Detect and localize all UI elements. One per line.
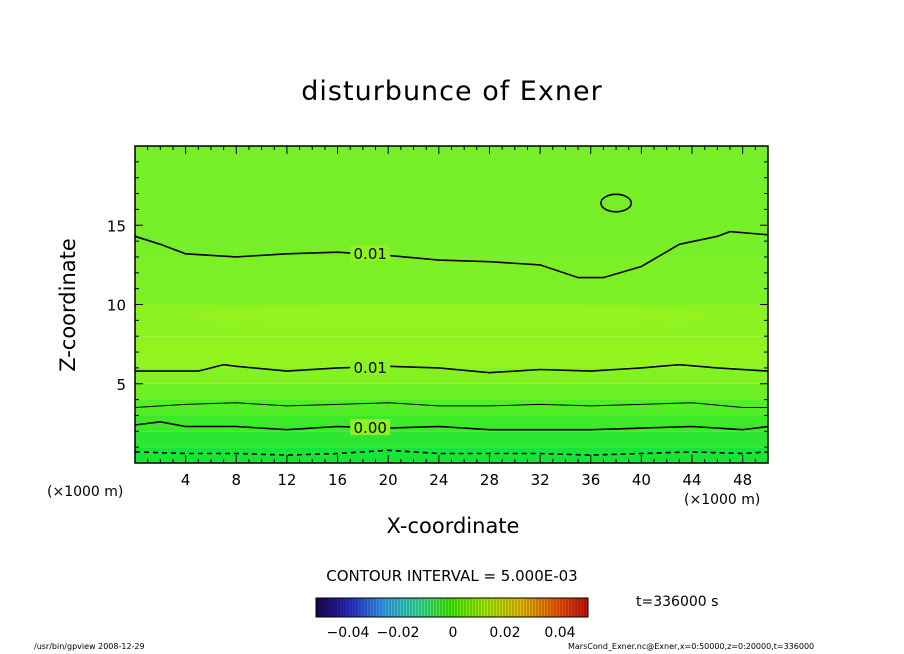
colorbar-tick-label-0: −0.04 bbox=[327, 625, 370, 641]
fill-band-9 bbox=[135, 146, 768, 257]
x-axis-unit: (×1000 m) bbox=[684, 492, 761, 508]
x-tick-label-32: 32 bbox=[531, 471, 550, 489]
x-tick-label-24: 24 bbox=[429, 471, 448, 489]
fill-band-4 bbox=[135, 383, 768, 400]
fill-band-6 bbox=[135, 336, 768, 368]
contour-label-bg-1 bbox=[350, 358, 391, 375]
colorbar-tick-label-1: −0.02 bbox=[377, 625, 420, 641]
fill-band-2 bbox=[135, 415, 768, 432]
x-tick-label-4: 4 bbox=[181, 471, 191, 489]
y-axis-unit: (×1000 m) bbox=[47, 484, 124, 500]
x-axis-label: X-coordinate bbox=[386, 514, 520, 538]
footer-program: /usr/bin/gpview 2008-12-29 bbox=[34, 642, 145, 651]
x-tick-label-48: 48 bbox=[733, 471, 752, 489]
fill-band-5 bbox=[135, 367, 768, 384]
contour-label-2: 0.00 bbox=[354, 419, 387, 437]
colorbar-frame bbox=[315, 597, 589, 618]
x-tick-label-40: 40 bbox=[632, 471, 651, 489]
contour-label-1: 0.01 bbox=[354, 359, 387, 377]
fill-band-8 bbox=[135, 256, 768, 305]
fill-band-3 bbox=[135, 399, 768, 416]
time-label: t=336000 s bbox=[636, 594, 719, 610]
contour-label-bg-2 bbox=[350, 419, 391, 436]
closed-contour-0 bbox=[600, 193, 633, 213]
y-tick-label-5: 5 bbox=[116, 376, 126, 394]
x-tick-label-36: 36 bbox=[581, 471, 600, 489]
contour-line-0 bbox=[134, 230, 769, 279]
x-tick-label-16: 16 bbox=[328, 471, 347, 489]
x-tick-label-28: 28 bbox=[480, 471, 499, 489]
colorbar-tick-label-2: 0 bbox=[449, 625, 458, 641]
contour-line-4 bbox=[134, 449, 769, 456]
x-tick-label-44: 44 bbox=[682, 471, 701, 489]
contour-label-bg-0 bbox=[350, 244, 391, 261]
fill-patch bbox=[185, 303, 718, 332]
colorbar-tick-label-4: 0.04 bbox=[544, 625, 575, 641]
fill-band-1 bbox=[135, 431, 768, 448]
chart-title: disturbunce of Exner bbox=[301, 76, 603, 107]
contour-line-2 bbox=[134, 402, 768, 408]
y-tick-label-15: 15 bbox=[107, 217, 126, 235]
x-tick-label-20: 20 bbox=[379, 471, 398, 489]
x-tick-label-8: 8 bbox=[232, 471, 242, 489]
contour-label-0: 0.01 bbox=[354, 245, 387, 263]
x-tick-label-12: 12 bbox=[277, 471, 296, 489]
contour-line-3 bbox=[134, 420, 769, 431]
contour-interval-text: CONTOUR INTERVAL = 5.000E-03 bbox=[326, 567, 578, 585]
footer-source: MarsCond_Exner.nc@Exner,x=0:50000,z=0:20… bbox=[568, 642, 815, 651]
contour-line-1 bbox=[135, 363, 769, 374]
colorbar-tick-label-3: 0.02 bbox=[489, 625, 520, 641]
fill-band-0 bbox=[135, 447, 768, 463]
y-tick-label-10: 10 bbox=[107, 297, 126, 315]
